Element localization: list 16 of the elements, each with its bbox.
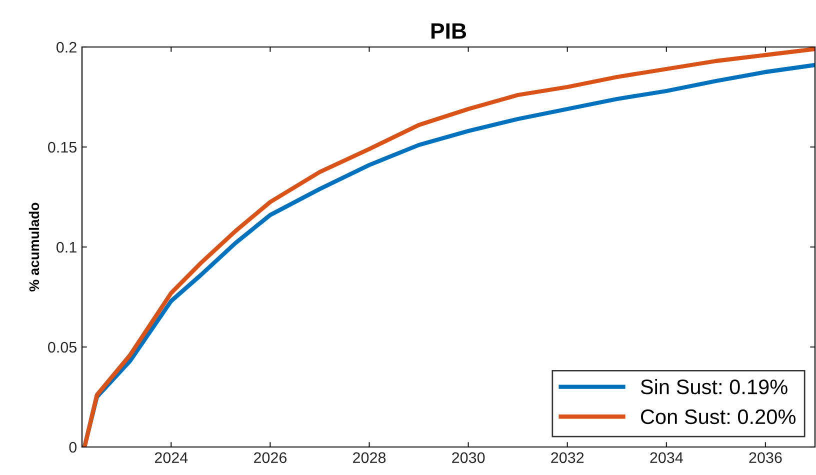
x-tick-label: 2032 <box>551 452 584 464</box>
x-tick-label: 2030 <box>452 452 485 464</box>
y-tick-label: 0.1 <box>56 242 76 253</box>
x-tick-label: 2026 <box>254 452 287 464</box>
x-tick-label: 2028 <box>353 452 386 464</box>
x-tick-label: 2036 <box>749 452 782 464</box>
chart-title: PIB <box>431 23 466 39</box>
x-tick-label: 2024 <box>154 452 188 464</box>
y-tick-label: 0 <box>69 442 77 453</box>
legend-label: Con Sust: 0.20% <box>640 409 796 424</box>
x-tick-label: 2034 <box>650 452 683 464</box>
legend-label: Sin Sust: 0.19% <box>640 378 788 394</box>
y-tick-label: 0.05 <box>48 342 76 353</box>
y-axis-title: % acumulado <box>28 202 40 292</box>
y-tick-label: 0.15 <box>48 142 76 153</box>
y-tick-label: 0.2 <box>56 42 76 53</box>
